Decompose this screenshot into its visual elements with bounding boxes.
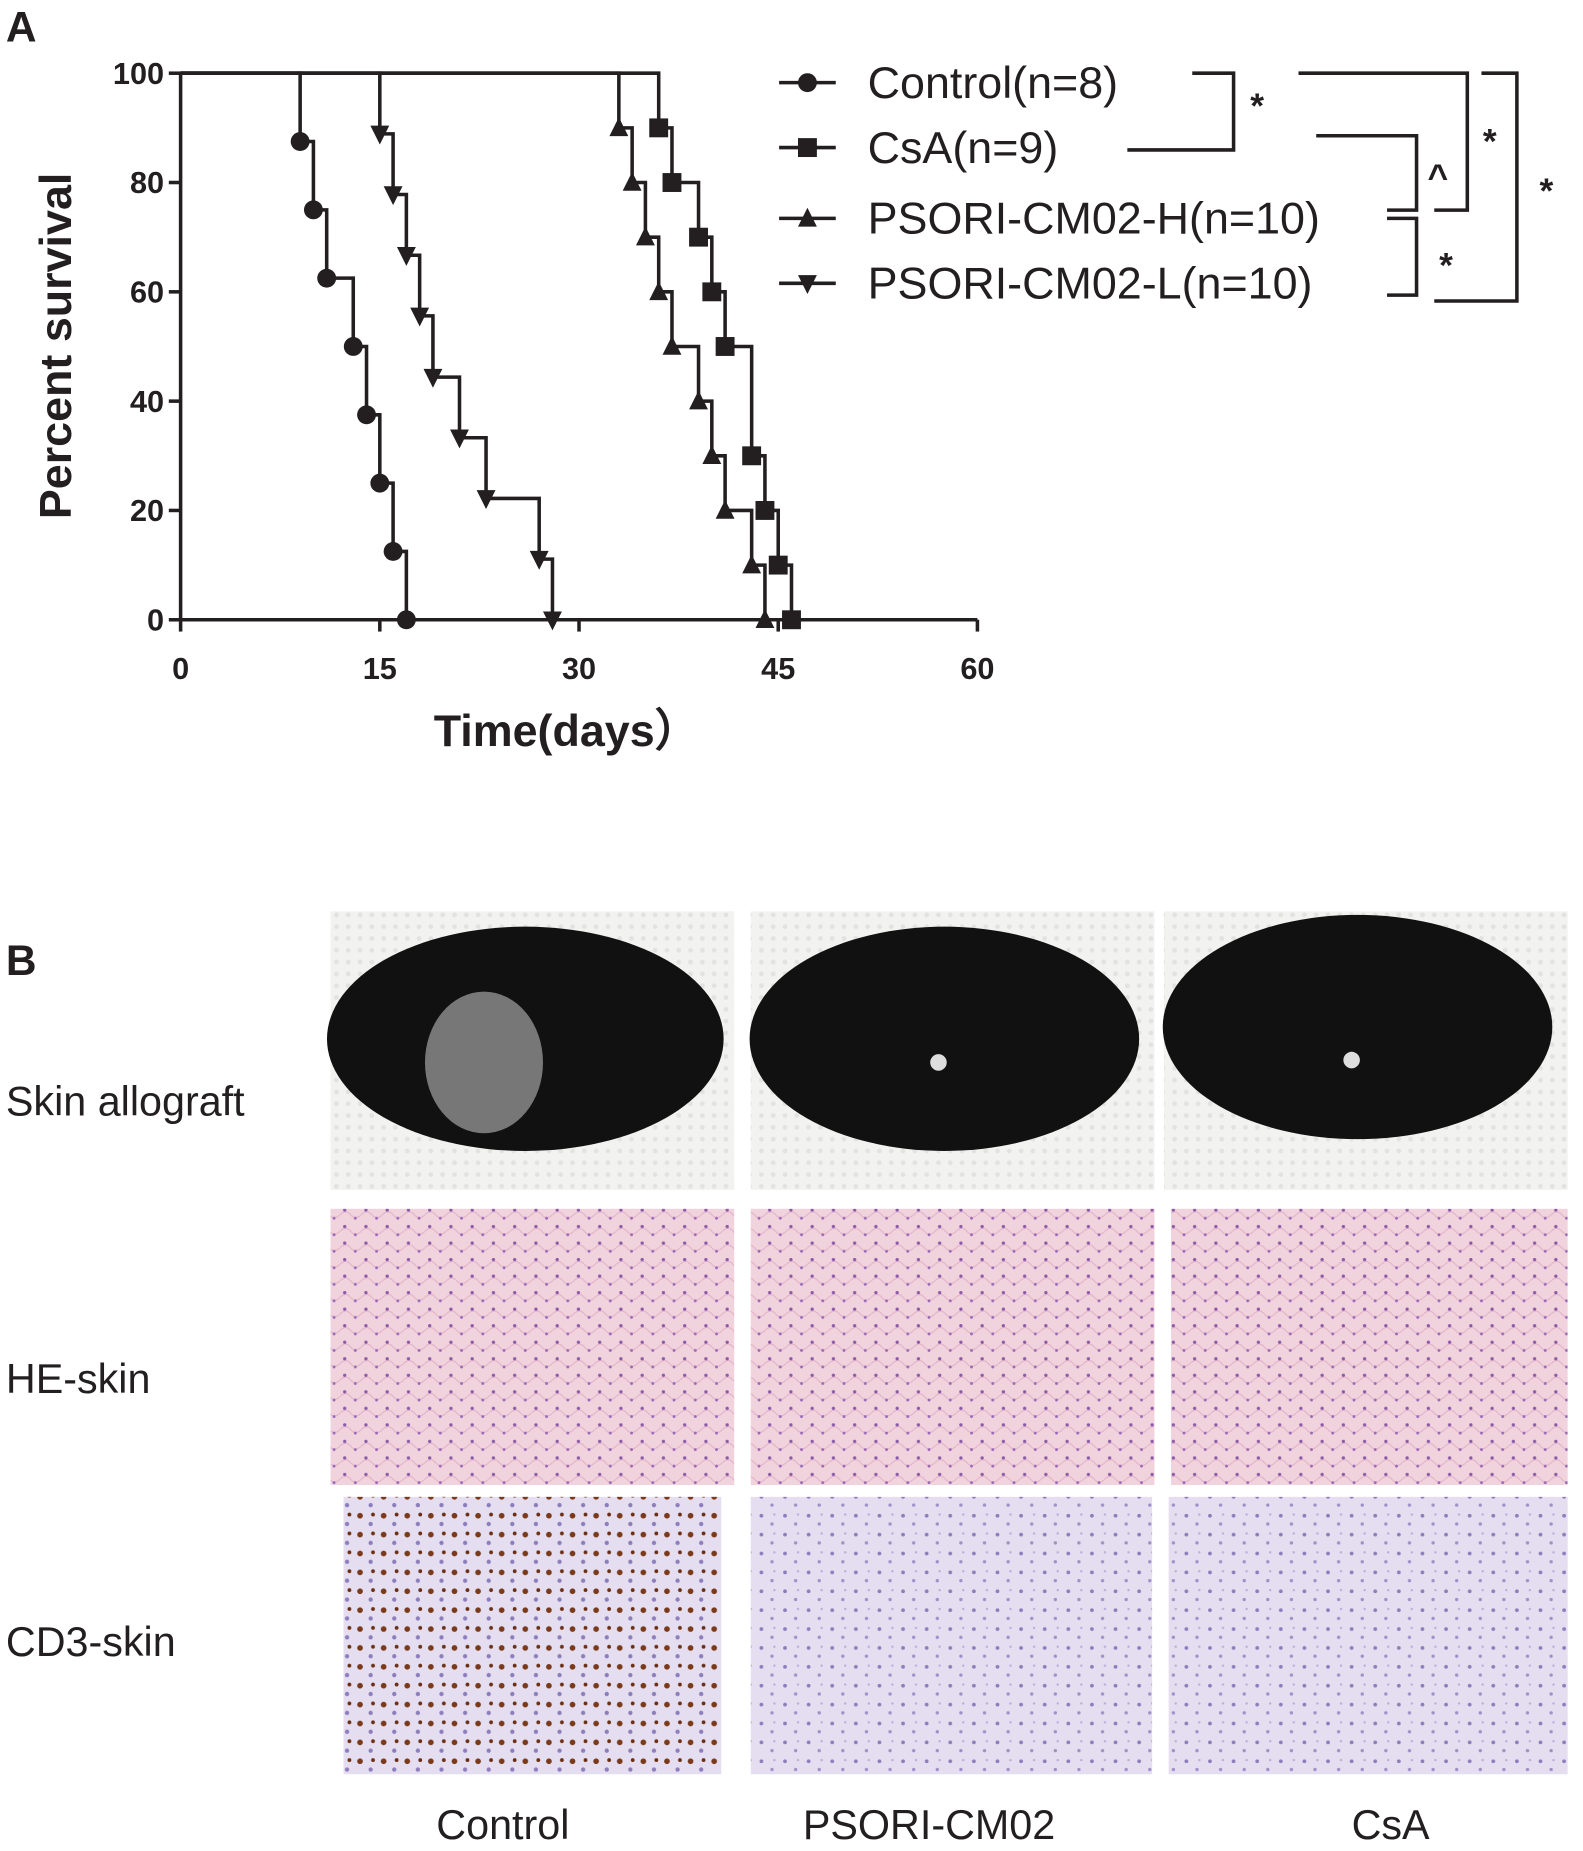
mouse [1162, 914, 1553, 1140]
legend-label: PSORI-CM02-L(n=10) [868, 258, 1313, 309]
x-tick-label: 0 [172, 651, 189, 686]
legend-label: CsA(n=9) [868, 122, 1059, 173]
y-tick-label: 80 [130, 165, 164, 200]
survival-line [180, 71, 794, 620]
significance-mark: * [1540, 171, 1554, 211]
significance-mark: * [1439, 245, 1453, 285]
graft [930, 1054, 947, 1071]
survival-line [180, 71, 409, 620]
graft [1343, 1051, 1360, 1069]
y-tick-label: 0 [147, 602, 164, 637]
legend-label: Control(n=8) [868, 57, 1119, 108]
significance-mark: ^ [1427, 157, 1448, 197]
photo [750, 1496, 1153, 1775]
point [649, 118, 669, 138]
column-label: PSORI-CM02 [803, 1802, 1055, 1848]
legend-marker [797, 275, 817, 294]
y-axis-label: Percent survival [30, 173, 81, 520]
y-tick-label: 60 [130, 274, 164, 309]
panel-label: B [6, 938, 37, 985]
significance-mark: * [1483, 121, 1497, 161]
photo [1168, 1496, 1568, 1775]
point [303, 200, 323, 220]
mouse [749, 926, 1140, 1151]
point [543, 611, 562, 631]
point [317, 268, 337, 288]
point [689, 390, 708, 410]
row-label: CD3-skin [6, 1619, 176, 1665]
point [357, 405, 376, 425]
point [396, 610, 416, 630]
x-tick-label: 15 [363, 651, 397, 686]
point [715, 337, 735, 356]
panel-label: A [6, 4, 37, 51]
photo [750, 1208, 1155, 1486]
point [529, 550, 549, 570]
point [782, 610, 801, 630]
x-tick-label: 60 [960, 651, 994, 686]
x-tick-label: 45 [761, 651, 795, 686]
row-label: Skin allograft [6, 1079, 245, 1125]
point [609, 117, 629, 137]
photo [1171, 1208, 1568, 1486]
point [755, 609, 775, 629]
point [742, 554, 762, 574]
y-tick-label: 100 [113, 56, 164, 91]
legend-label: PSORI-CM02-H(n=10) [868, 193, 1320, 244]
point [715, 499, 735, 519]
y-tick-label: 20 [130, 493, 164, 528]
point [476, 490, 496, 510]
row-label: HE-skin [6, 1356, 151, 1402]
point [662, 173, 682, 192]
photo [330, 1208, 735, 1486]
point [370, 473, 390, 493]
point [343, 337, 363, 356]
legend-marker [797, 73, 817, 93]
point [689, 227, 708, 247]
point [702, 282, 722, 302]
point [423, 368, 443, 388]
point [383, 186, 403, 206]
column-label: CsA [1352, 1802, 1430, 1848]
legend-marker [797, 207, 817, 227]
photo-grid [326, 911, 1568, 1775]
column-label: Control [436, 1802, 569, 1848]
point [410, 307, 430, 327]
survival-line [180, 71, 555, 620]
point [370, 125, 390, 145]
point [768, 555, 788, 575]
point [383, 541, 403, 561]
x-tick-label: 30 [562, 651, 596, 686]
legend-marker [797, 138, 817, 158]
x-axis-label: Time(days） [434, 705, 700, 756]
point [290, 132, 310, 151]
point [702, 445, 722, 465]
y-tick-label: 40 [130, 384, 164, 419]
significance-mark: * [1250, 86, 1264, 126]
point [635, 226, 655, 246]
point [742, 446, 762, 466]
point [755, 501, 775, 520]
graft [424, 991, 544, 1134]
significance-brackets [1127, 71, 1519, 303]
point [649, 281, 669, 301]
point [662, 335, 682, 355]
photo [343, 1496, 722, 1775]
point [396, 246, 416, 266]
point [450, 429, 469, 449]
point [622, 171, 642, 191]
